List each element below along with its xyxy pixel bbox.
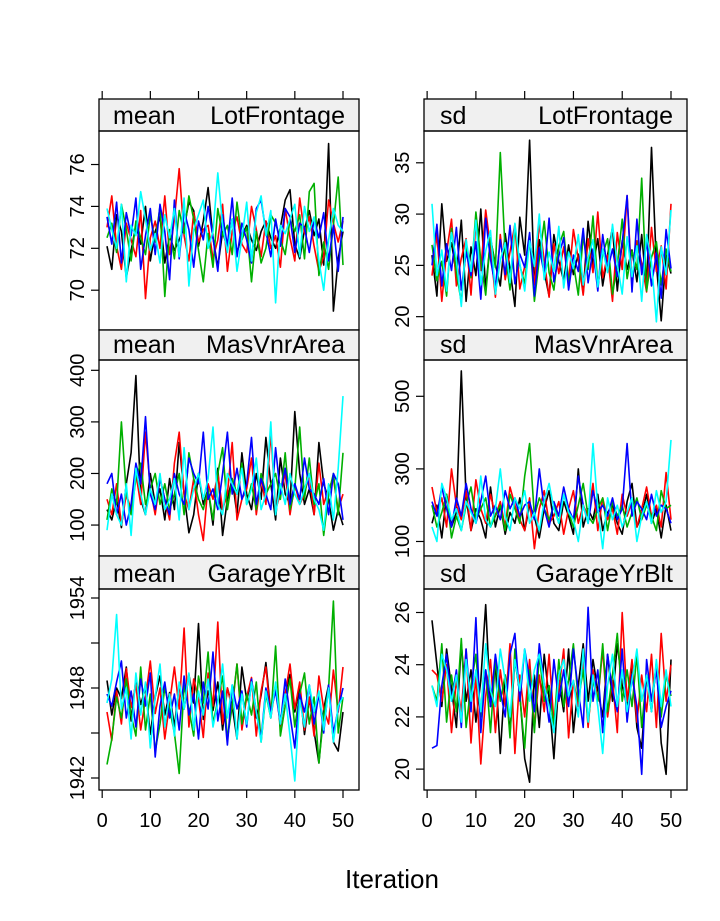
- y-tick-label: 300: [392, 452, 414, 485]
- y-tick-label: 72: [67, 237, 89, 259]
- y-tick-label: 20: [392, 306, 414, 328]
- strip-label-stat: sd: [440, 102, 466, 130]
- series-line-chain-1: [431, 139, 672, 322]
- panel-5: sd GarageYrBlt 20 22 24 26 0 10 20 30 40 50: [392, 555, 688, 832]
- y-tick-label: 100: [67, 508, 89, 541]
- strip-label-variable: LotFrontage: [538, 102, 673, 130]
- y-tick-label: 1948: [67, 666, 89, 711]
- strip-label-stat: mean: [113, 560, 176, 588]
- y-tick-label: 400: [67, 354, 89, 387]
- series-line-chain-5: [431, 203, 672, 323]
- y-tick-label: 76: [67, 153, 89, 175]
- x-tick-label: 30: [236, 810, 258, 832]
- x-tick-label: 30: [562, 810, 584, 832]
- y-tick-label: 1942: [67, 756, 89, 801]
- x-tick-label: 10: [465, 810, 487, 832]
- series-group: [106, 142, 344, 312]
- strip-background: [98, 98, 360, 132]
- series-group: [106, 374, 344, 542]
- series-line-chain-3: [431, 632, 672, 750]
- strip-label-stat: mean: [113, 102, 176, 130]
- x-tick-label: 50: [332, 810, 354, 832]
- series-line-chain-5: [106, 172, 344, 304]
- y-tick-label: 300: [67, 405, 89, 438]
- strip-background: [423, 329, 688, 361]
- strip-background: [423, 555, 688, 590]
- strip-label-variable: LotFrontage: [210, 102, 345, 130]
- strip-label-stat: sd: [440, 560, 466, 588]
- panel-frame: [423, 588, 688, 791]
- strip-label-variable: GarageYrBlt: [207, 560, 345, 588]
- x-tick-label: 10: [139, 810, 161, 832]
- y-tick-label: 22: [392, 706, 414, 728]
- series-line-chain-5: [106, 613, 344, 782]
- y-tick-label: 100: [392, 525, 414, 558]
- strip-label-variable: GarageYrBlt: [535, 560, 673, 588]
- y-tick-label: 20: [392, 758, 414, 780]
- series-group: [431, 603, 672, 784]
- series-line-chain-5: [431, 439, 672, 550]
- series-group: [431, 139, 672, 323]
- series-group: [106, 600, 344, 782]
- strip-label-stat: mean: [113, 331, 176, 359]
- x-tick-label: 0: [422, 810, 433, 832]
- series-line-chain-3: [106, 421, 344, 537]
- y-tick-label: 26: [392, 601, 414, 623]
- x-tick-label: 20: [187, 810, 209, 832]
- strip-label-stat: sd: [440, 331, 466, 359]
- y-tick-label: 30: [392, 203, 414, 225]
- series-group: [431, 370, 672, 550]
- panel-4: mean GarageYrBlt 1942 1948 1954 0 10 20 30 40 50: [67, 555, 360, 832]
- panel-2: mean MasVnrArea 100 200 300 400: [67, 329, 360, 557]
- strip-background: [98, 555, 360, 590]
- y-tick-label: 70: [67, 279, 89, 301]
- y-tick-label: 35: [392, 152, 414, 174]
- x-tick-label: 40: [611, 810, 633, 832]
- x-tick-label: 50: [660, 810, 682, 832]
- x-tick-label: 20: [514, 810, 536, 832]
- x-tick-label: 40: [284, 810, 306, 832]
- panel-0: mean LotFrontage 70 72 74 76: [67, 91, 360, 331]
- y-tick-label: 500: [392, 380, 414, 413]
- series-line-chain-5: [431, 642, 672, 755]
- series-line-chain-4: [106, 415, 344, 526]
- series-line-chain-5: [106, 396, 344, 537]
- panel-frame: [98, 588, 360, 791]
- panel-frame: [423, 130, 688, 331]
- y-tick-label: 24: [392, 654, 414, 676]
- y-tick-label: 200: [67, 457, 89, 490]
- series-line-chain-4: [431, 442, 672, 528]
- y-tick-label: 1954: [67, 576, 89, 621]
- y-tick-label: 25: [392, 254, 414, 276]
- y-tick-label: 74: [67, 195, 89, 217]
- series-line-chain-4: [106, 197, 344, 281]
- strip-label-variable: MasVnrArea: [206, 331, 345, 359]
- series-line-chain-3: [106, 600, 344, 775]
- strip-background: [98, 329, 360, 361]
- x-axis-label: Iteration: [345, 864, 439, 894]
- panel-3: sd MasVnrArea 100 300 500: [392, 329, 688, 558]
- x-tick-label: 0: [97, 810, 108, 832]
- strip-label-variable: MasVnrArea: [534, 331, 673, 359]
- panel-1: sd LotFrontage 20 25 30 35: [392, 91, 688, 331]
